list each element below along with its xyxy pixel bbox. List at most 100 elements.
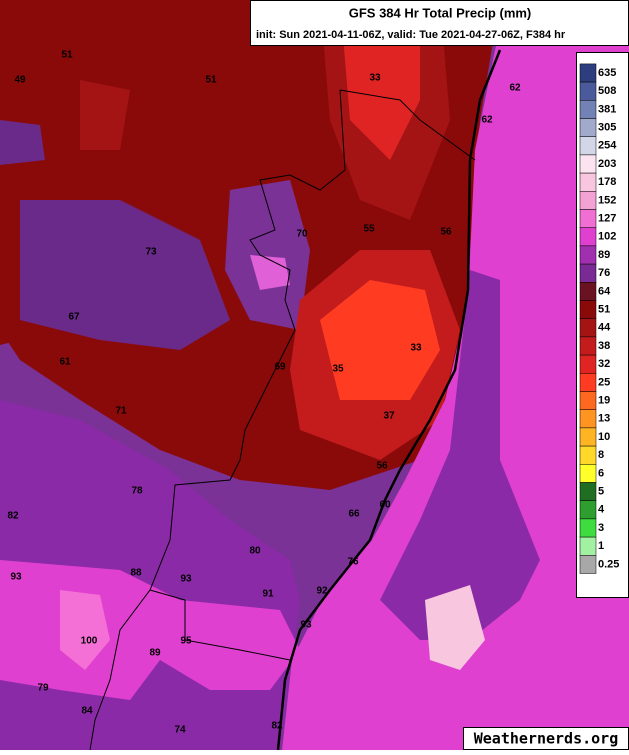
map-label: 82 (7, 511, 19, 522)
precip-area (320, 280, 440, 400)
map-label: 82 (271, 721, 283, 732)
map-label: 74 (174, 725, 186, 736)
map-label: 93 (10, 572, 22, 583)
map-label: 100 (81, 636, 98, 647)
colorbar-label: 51 (598, 304, 610, 316)
colorbar-swatch (579, 245, 597, 265)
subtitle: init: Sun 2021-04-11-06Z, valid: Tue 202… (256, 29, 566, 41)
colorbar-label: 89 (598, 249, 610, 261)
colorbar-swatch (579, 282, 597, 301)
colorbar-swatch (579, 482, 597, 501)
map-label: 76 (347, 557, 359, 568)
colorbar-swatch (579, 118, 597, 137)
colorbar-swatch (579, 263, 597, 283)
precip-area (250, 255, 290, 290)
precip-area (60, 590, 110, 670)
colorbar-swatch (579, 136, 597, 156)
colorbar-label: 152 (598, 194, 616, 206)
title: GFS 384 Hr Total Precip (mm) (349, 5, 532, 20)
map-label: 60 (379, 500, 391, 511)
colorbar-label: 635 (598, 67, 616, 79)
colorbar-label: 64 (598, 285, 611, 297)
map-labels: 51 49 51 33 62 62 55 56 70 73 67 61 33 3… (7, 50, 521, 736)
map-label: 49 (14, 75, 26, 86)
colorbar-swatch (579, 500, 597, 520)
colorbar-swatch (579, 81, 597, 101)
map-label: 73 (145, 247, 157, 258)
colorbar-label: 10 (598, 431, 610, 443)
precip-area (425, 585, 485, 670)
colorbar-swatch (579, 227, 597, 247)
colorbar-label: 178 (598, 176, 616, 188)
map-label: 93 (180, 574, 192, 585)
colorbar-label: 76 (598, 267, 610, 279)
colorbar-label: 203 (598, 158, 616, 170)
map-label: 88 (130, 568, 142, 579)
colorbar-label: 8 (598, 449, 604, 461)
map-label: 66 (348, 509, 360, 520)
map-label: 67 (68, 312, 80, 323)
map-label: 78 (131, 486, 143, 497)
colorbar-label: 13 (598, 413, 610, 425)
map-label: 33 (410, 343, 422, 354)
map-label: 51 (61, 50, 73, 61)
title-box (250, 0, 629, 46)
precip-area (0, 120, 230, 350)
ocean-precip (282, 0, 629, 750)
colorbar-label: 305 (598, 122, 616, 134)
colorbar-label: 44 (598, 322, 611, 334)
colorbar-swatch (579, 409, 597, 429)
colorbar-swatch (579, 373, 597, 392)
map-label: 62 (481, 115, 493, 126)
map-label: 69 (274, 362, 286, 373)
colorbar-label: 254 (598, 140, 617, 152)
precip-area (225, 180, 310, 330)
border (89, 89, 476, 751)
colorbar-label: 19 (598, 395, 610, 407)
map-label: 56 (440, 227, 452, 238)
watermark: Weathernerds.org (474, 730, 619, 748)
colorbar-label: 32 (598, 358, 610, 370)
map-label: 89 (149, 648, 161, 659)
colorbar-swatch (579, 555, 597, 574)
colorbar-swatch (579, 427, 597, 447)
map-label: 80 (249, 546, 261, 557)
map-label: 71 (115, 406, 127, 417)
colorbar-label: 1 (598, 540, 604, 552)
map-label: 37 (383, 411, 395, 422)
map-label: 91 (262, 589, 274, 600)
map-label: 55 (363, 224, 375, 235)
coastline (276, 49, 502, 751)
colorbar-swatch (579, 172, 597, 192)
colorbar-label: 5 (598, 486, 604, 498)
precip-area (0, 290, 30, 345)
colorbar-label: 3 (598, 522, 604, 534)
colorbar-label: 38 (598, 340, 610, 352)
map-label: 35 (332, 364, 344, 375)
colorbar-label: 508 (598, 85, 616, 97)
colorbar-label: 6 (598, 467, 604, 479)
colorbar-swatch (579, 318, 597, 338)
colorbar-swatch (579, 336, 597, 356)
colorbar-swatch (579, 209, 597, 228)
colorbar-label: 381 (598, 103, 616, 115)
map-label: 61 (59, 357, 71, 368)
colorbar-label: 4 (598, 504, 605, 516)
colorbar-swatch (579, 354, 597, 374)
map-label: 56 (376, 461, 388, 472)
map-label: 92 (316, 586, 328, 597)
map-label: 95 (180, 636, 192, 647)
colorbar-swatch (579, 536, 597, 556)
colorbar-label: 25 (598, 376, 610, 388)
colorbar-swatch (579, 518, 597, 538)
colorbar-swatch (579, 63, 597, 83)
colorbar-label: 102 (598, 231, 616, 243)
colorbar-label: 127 (598, 213, 616, 225)
colorbar: 6355083813052542031781521271028976645144… (579, 63, 619, 574)
colorbar-swatch (579, 191, 597, 210)
colorbar-swatch (579, 154, 597, 174)
map-label: 33 (369, 73, 381, 84)
map-label: 51 (205, 75, 217, 86)
map-label: 70 (296, 229, 308, 240)
